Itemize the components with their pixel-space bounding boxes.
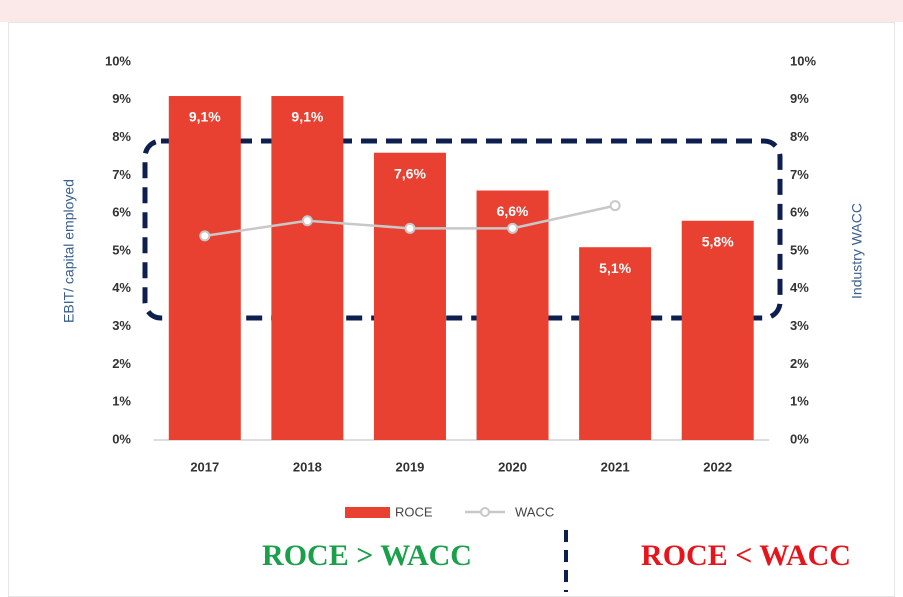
y-axis-label: EBIT/ capital employed (61, 179, 77, 323)
line-point (199, 230, 211, 242)
y2-tick-label: 8% (790, 129, 809, 144)
y2-tick-label: 6% (790, 205, 809, 220)
bar (168, 96, 241, 441)
legend-swatch (480, 507, 490, 517)
y2-tick-label: 7% (790, 167, 809, 182)
y2-tick-label: 5% (790, 242, 809, 257)
y-tick-label: 2% (112, 356, 131, 371)
y-tick-label: 1% (112, 394, 131, 409)
y2-tick-label: 1% (790, 394, 809, 409)
bar (579, 247, 652, 440)
y2-tick-label: 9% (790, 91, 809, 106)
line-point (301, 215, 313, 227)
y-tick-label: 8% (112, 129, 131, 144)
value-label: 5,8% (702, 233, 734, 249)
line-point (404, 222, 416, 234)
value-label: 9,1% (291, 109, 323, 125)
frame (8, 22, 895, 597)
annotation: ROCE > WACC (262, 539, 472, 572)
y-tick-label: 7% (112, 167, 131, 182)
y-tick-label: 3% (112, 318, 131, 333)
x-tick-label: 2017 (190, 459, 219, 474)
y-tick-label: 5% (112, 242, 131, 257)
value-label: 5,1% (599, 260, 631, 276)
legend-swatch (345, 507, 390, 518)
x-tick-label: 2020 (498, 459, 527, 474)
line-point (507, 222, 519, 234)
annotation: ROCE < WACC (641, 539, 851, 572)
legend-label: WACC (515, 504, 554, 519)
y-tick-label: 0% (112, 431, 131, 446)
line-point (609, 200, 621, 212)
value-label: 7,6% (394, 165, 426, 181)
value-label: 6,6% (497, 203, 529, 219)
y-tick-label: 10% (105, 53, 131, 68)
bar (271, 96, 344, 441)
y-tick-label: 6% (112, 205, 131, 220)
top-band (0, 0, 903, 22)
bar (681, 220, 754, 440)
y-tick-label: 4% (112, 280, 131, 295)
y-tick-label: 9% (112, 91, 131, 106)
x-tick-label: 2019 (395, 459, 424, 474)
y2-tick-label: 3% (790, 318, 809, 333)
y2-axis-label: Industry WACC (849, 203, 865, 299)
x-tick-label: 2021 (601, 459, 630, 474)
x-tick-label: 2018 (293, 459, 322, 474)
y2-tick-label: 0% (790, 431, 809, 446)
highlight-box (142, 138, 783, 321)
y2-tick-label: 10% (790, 53, 816, 68)
value-label: 9,1% (189, 109, 221, 125)
x-tick-label: 2022 (703, 459, 732, 474)
bar (373, 152, 446, 440)
y2-tick-label: 4% (790, 280, 809, 295)
y2-tick-label: 2% (790, 356, 809, 371)
legend-label: ROCE (395, 504, 433, 519)
